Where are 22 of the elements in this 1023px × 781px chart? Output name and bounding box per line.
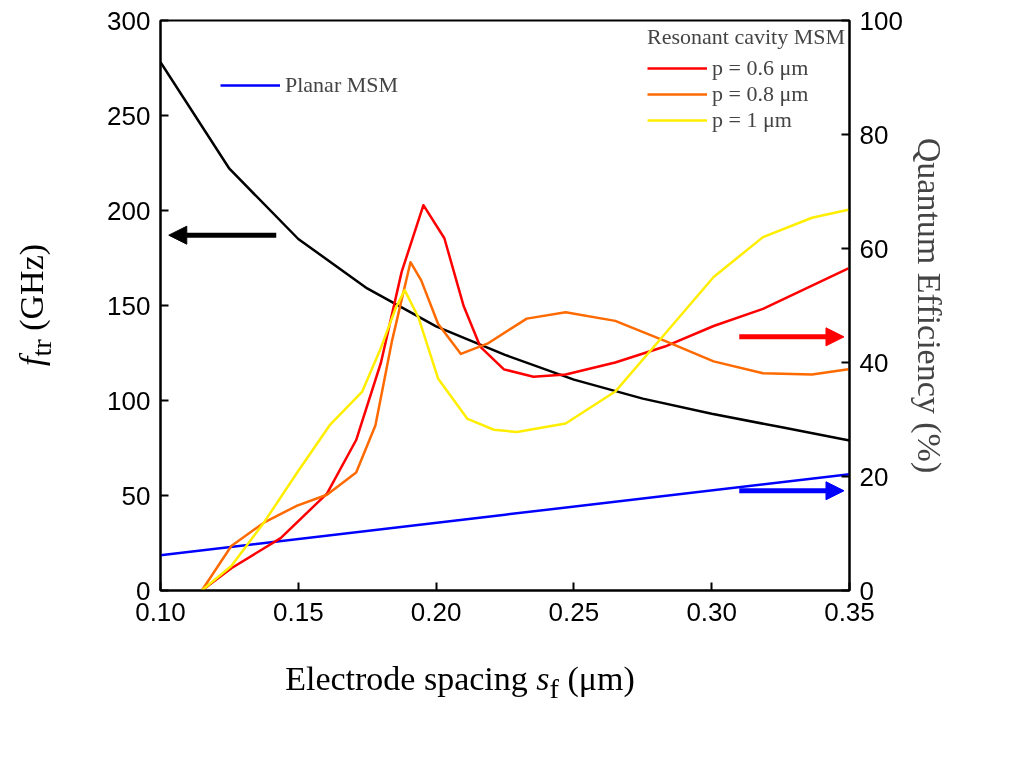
y-tick-label: 50	[121, 480, 151, 511]
x-axis-title: Electrode spacing s$_{f}$ (μm)	[284, 659, 636, 706]
y2-tick-label: 80	[859, 119, 889, 150]
legend-title: Resonant cavity MSM	[647, 24, 845, 50]
y2-tick-label: 40	[859, 347, 889, 378]
y2-tick-label: 20	[859, 461, 889, 492]
x-tick-label: 0.20	[410, 596, 462, 627]
y2-axis-title: Quantum Efficiency (%)	[909, 137, 948, 474]
y-tick-label: 100	[107, 385, 151, 416]
y-tick-label: 200	[107, 195, 151, 226]
y2-tick-label: 60	[859, 233, 889, 264]
y-tick-label: 300	[107, 5, 151, 36]
x-tick-label: 0.25	[548, 596, 600, 627]
legend-label: p = 0.8 μm	[712, 81, 809, 107]
y-tick-label: 250	[107, 100, 151, 131]
y-tick-label: 150	[107, 290, 151, 321]
x-tick-label: 0.15	[273, 596, 324, 627]
x-tick-label: 0.30	[686, 596, 738, 627]
legend-label: p = 0.6 μm	[712, 55, 809, 81]
legend-label: p = 1 μm	[712, 107, 792, 133]
y2-tick-label: 100	[859, 5, 903, 36]
legend-label: Planar MSM	[285, 72, 399, 98]
